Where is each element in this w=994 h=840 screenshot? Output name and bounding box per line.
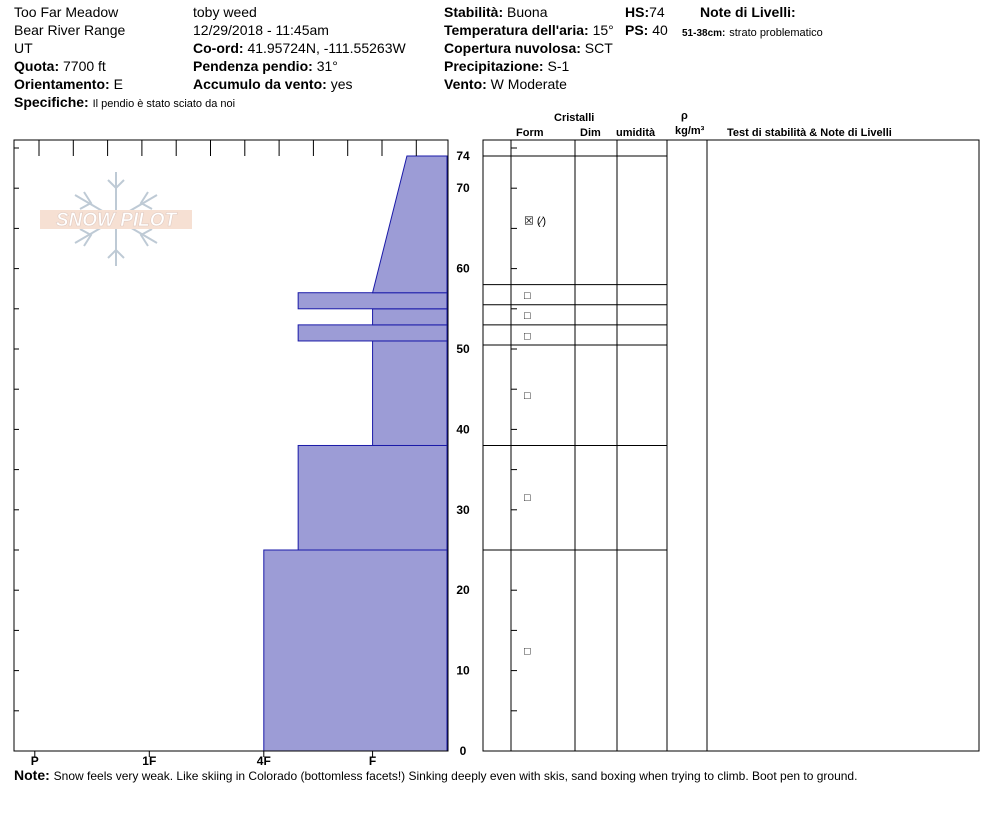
ps-row: PS: 40	[625, 22, 668, 38]
precip-value: S-1	[547, 58, 570, 74]
coord-value: 41.95724N, -111.55263W	[247, 40, 406, 56]
hardness-tick-label: F	[369, 754, 376, 768]
wind-loading-label: Accumulo da vento:	[193, 76, 327, 92]
air-temp-value: 15°	[592, 22, 614, 38]
hardness-plot-frame	[13, 139, 449, 752]
slope-row: Pendenza pendio: 31°	[193, 58, 338, 74]
depth-tick-label: 40	[456, 422, 470, 436]
moisture-header: umidità	[616, 127, 656, 139]
elevation-value: 7700 ft	[63, 58, 106, 74]
hardness-profile	[263, 155, 448, 752]
coord-label: Co-ord:	[193, 40, 244, 56]
hs-label: HS:	[625, 4, 650, 20]
air-temp-label: Temperatura dell'aria:	[444, 22, 589, 38]
density-unit-header: kg/m³	[675, 125, 705, 137]
state: UT	[14, 40, 33, 56]
layer-note-range: 51-38cm:	[682, 28, 726, 39]
hardness-layer	[297, 292, 448, 310]
depth-tick-labels: 0 10 20 30 40 50 60 70 74	[456, 149, 470, 758]
wind-value: W Moderate	[490, 76, 567, 92]
crystals-header: Cristalli	[554, 112, 595, 124]
hardness-layer	[297, 324, 448, 342]
stability-value: Buona	[507, 4, 548, 20]
sky-value: SCT	[584, 40, 613, 56]
rho-header: ρ	[681, 110, 688, 122]
hardness-layer	[263, 549, 448, 752]
hardness-tick-label: P	[31, 754, 39, 768]
depth-tick-label: 20	[456, 583, 470, 597]
crystal-symbol: □	[524, 492, 531, 504]
stability-row: Stabilità: Buona	[444, 4, 548, 20]
ps-label: PS:	[625, 22, 649, 38]
elevation-row: Quota: 7700 ft	[14, 58, 106, 74]
sky-label: Copertura nuvolosa:	[444, 40, 581, 56]
hardness-layer	[371, 155, 448, 294]
hardness-layer	[372, 340, 448, 446]
note-text: Snow feels very weak. Like skiing in Col…	[53, 769, 858, 783]
sky-row: Copertura nuvolosa: SCT	[444, 40, 613, 56]
depth-left-ticks	[14, 147, 19, 752]
hardness-layer	[372, 308, 448, 326]
specifics-row: Specifiche: Il pendio è stato sciato da …	[14, 94, 235, 112]
crystal-symbol: □	[524, 330, 531, 342]
crystal-symbol: □	[524, 290, 531, 302]
precip-row: Precipitazione: S-1	[444, 58, 569, 74]
snowpilot-logo: SNOW PILOT	[40, 172, 192, 266]
range: Bear River Range	[14, 22, 126, 38]
crystal-symbol: □	[524, 646, 531, 658]
wind-label: Vento:	[444, 76, 487, 92]
wind-loading-row: Accumulo da vento: yes	[193, 76, 352, 92]
depth-tick-label: 70	[456, 181, 470, 195]
crystal-symbol: □	[524, 390, 531, 402]
specifics-label: Specifiche:	[14, 94, 89, 110]
note-row: Note: Snow feels very weak. Like skiing …	[14, 767, 857, 784]
depth-tick-label: 50	[456, 342, 470, 356]
observer: toby weed	[193, 4, 257, 20]
logo-text: SNOW PILOT	[56, 210, 178, 231]
datetime: 12/29/2018 - 11:45am	[193, 22, 329, 38]
tests-header: Test di stabilità & Note di Livelli	[727, 127, 892, 139]
layer-note-row: 51-38cm: strato problematico	[682, 23, 823, 42]
hardness-layer	[297, 444, 448, 551]
layer-boundaries	[483, 155, 667, 551]
depth-tick-label: 30	[456, 503, 470, 517]
hs-row: HS:74	[625, 4, 665, 20]
hs-value: 74	[649, 4, 665, 20]
depth-tick-label: 10	[456, 664, 470, 678]
crystal-symbol: □	[524, 310, 531, 322]
note-label: Note:	[14, 767, 50, 783]
depth-top-label: 74	[456, 149, 470, 163]
aspect-row: Orientamento: E	[14, 76, 123, 92]
wind-row: Vento: W Moderate	[444, 76, 567, 92]
size-header: Dim	[580, 127, 601, 139]
depth-tick-label: 60	[456, 262, 470, 276]
wind-loading-value: yes	[330, 76, 353, 92]
crystal-symbol: ☒ (⁄)	[524, 215, 546, 227]
layer-note-text: strato problematico	[729, 27, 823, 39]
layer-notes-label: Note di Livelli:	[700, 4, 796, 20]
aspect-value: E	[113, 76, 123, 92]
elevation-label: Quota:	[14, 58, 60, 74]
slope-label: Pendenza pendio:	[193, 58, 313, 74]
location: Too Far Meadow	[14, 4, 119, 20]
hardness-top-ticks	[38, 140, 417, 156]
crystal-symbols: ☒ (⁄) □ □ □ □ □ □	[524, 215, 546, 657]
precip-label: Precipitazione:	[444, 58, 544, 74]
stability-label: Stabilità:	[444, 4, 504, 20]
specifics-value: Il pendio è stato sciato da noi	[92, 98, 236, 110]
logo-band	[40, 210, 192, 229]
slope-value: 31°	[316, 58, 338, 74]
form-header: Form	[516, 127, 544, 139]
ps-value: 40	[652, 22, 668, 38]
air-temp-row: Temperatura dell'aria: 15°	[444, 22, 614, 38]
depth-tick-label: 0	[460, 744, 467, 758]
aspect-label: Orientamento:	[14, 76, 110, 92]
hardness-tick-labels: IKP1F4FF	[31, 751, 376, 768]
hardness-tick-label: 4F	[257, 754, 271, 768]
coord-row: Co-ord: 41.95724N, -111.55263W	[193, 40, 406, 56]
hardness-tick-label: 1F	[142, 754, 156, 768]
table-depth-ticks	[511, 147, 517, 752]
